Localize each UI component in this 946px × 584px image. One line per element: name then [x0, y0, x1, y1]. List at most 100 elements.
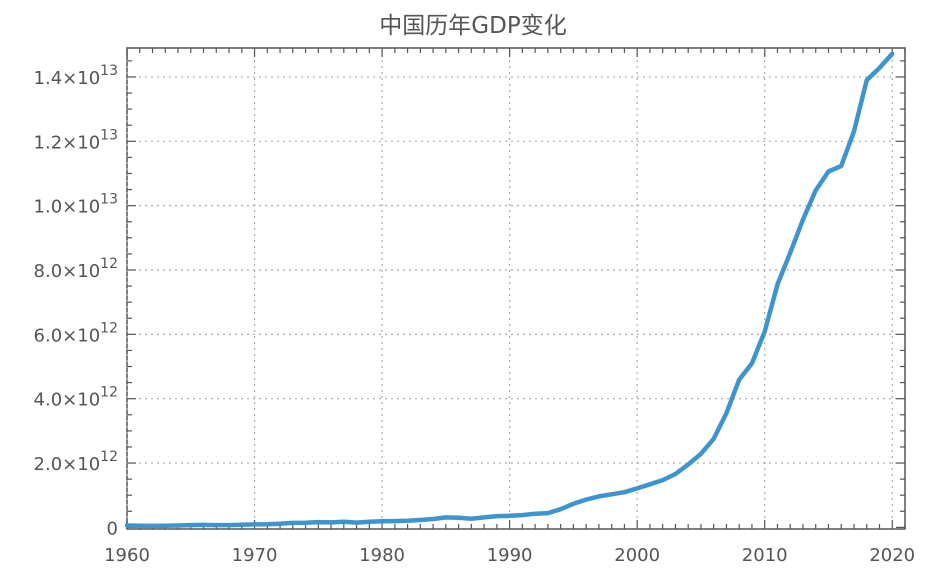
data-point	[533, 512, 537, 515]
y-tick-label: 2.0×1012	[34, 449, 118, 475]
data-point	[674, 472, 677, 476]
data-point	[699, 452, 703, 456]
y-tick-times: ×	[62, 261, 77, 282]
data-point	[189, 523, 192, 527]
y-tick-times: ×	[62, 325, 77, 346]
data-point	[176, 524, 180, 527]
data-point	[865, 79, 868, 82]
data-point	[521, 513, 524, 517]
y-tick-base: 10	[77, 325, 100, 346]
y-tick-label: 0	[107, 518, 118, 539]
data-point	[546, 511, 550, 515]
data-point	[138, 524, 141, 527]
y-tick-base: 10	[77, 390, 100, 411]
y-tick-mantissa: 1.0	[34, 197, 63, 218]
data-point	[648, 483, 652, 486]
y-tick-times: ×	[62, 132, 77, 153]
y-tick-mantissa: 2.0	[34, 454, 63, 475]
y-tick-mantissa: 1.2	[34, 132, 63, 153]
data-point	[278, 522, 282, 525]
data-point	[572, 502, 575, 505]
data-point	[508, 514, 511, 518]
y-tick-base: 10	[77, 261, 100, 282]
data-point	[712, 437, 715, 441]
data-point	[304, 521, 307, 524]
data-point	[329, 521, 333, 524]
y-tick-mantissa: 0	[107, 518, 118, 539]
data-point	[368, 520, 371, 523]
data-point	[380, 520, 384, 523]
data-point	[482, 516, 486, 519]
chart-title: 中国历年GDP变化	[379, 13, 567, 39]
data-point	[342, 520, 346, 523]
x-tick-label: 2010	[742, 545, 788, 566]
y-tick-mantissa: 6.0	[34, 325, 63, 346]
data-point	[661, 478, 664, 482]
axis-ticks	[126, 48, 906, 529]
data-point	[355, 521, 358, 524]
y-tick-label: 1.4×1013	[34, 63, 118, 89]
data-point	[240, 523, 243, 527]
x-tick-label: 1990	[487, 545, 533, 566]
y-tick-mantissa: 8.0	[34, 261, 63, 282]
y-tick-label: 1.2×1013	[34, 127, 118, 153]
y-tick-exp: 13	[100, 127, 118, 143]
data-point	[597, 495, 601, 498]
data-point	[164, 524, 167, 527]
data-point	[227, 523, 231, 527]
y-tick-exp: 12	[100, 320, 118, 336]
x-tick-label: 1960	[104, 545, 150, 566]
y-tick-times: ×	[62, 68, 77, 89]
y-tick-label: 6.0×1012	[34, 320, 118, 346]
y-tick-mantissa: 4.0	[34, 390, 63, 411]
data-point	[827, 170, 830, 173]
data-point	[725, 411, 728, 415]
data-point	[202, 523, 205, 527]
y-tick-base: 10	[77, 132, 100, 153]
y-tick-mantissa: 1.4	[34, 68, 63, 89]
data-point	[610, 493, 613, 496]
data-point	[852, 130, 856, 133]
data-point	[291, 521, 295, 525]
data-point	[891, 52, 894, 55]
data-point	[686, 463, 690, 466]
y-tick-base: 10	[77, 68, 100, 89]
data-point	[776, 283, 779, 286]
data-point	[393, 519, 397, 523]
x-tick-label: 2020	[869, 545, 915, 566]
series-group	[124, 51, 895, 529]
y-tick-times: ×	[62, 454, 77, 475]
data-point	[584, 498, 588, 501]
data-point	[470, 517, 473, 520]
y-tick-times: ×	[62, 197, 77, 218]
grid-lines	[126, 48, 905, 529]
y-tick-exp: 12	[100, 256, 118, 272]
y-axis-tick-labels: 02.0×10124.0×10126.0×10128.0×10121.0×101…	[34, 63, 118, 539]
data-point	[457, 516, 460, 519]
y-tick-label: 8.0×1012	[34, 256, 118, 282]
data-point	[750, 362, 754, 365]
x-tick-label: 1970	[232, 545, 278, 566]
x-tick-label: 1980	[359, 545, 405, 566]
data-point	[635, 487, 639, 490]
data-point	[495, 514, 499, 518]
data-point	[878, 66, 881, 70]
data-point	[266, 522, 269, 526]
y-tick-exp: 13	[100, 63, 118, 79]
plot-frame	[126, 47, 906, 530]
y-tick-label: 4.0×1012	[34, 385, 118, 411]
data-point	[559, 508, 562, 511]
data-point	[763, 330, 766, 333]
y-tick-base: 10	[77, 454, 100, 475]
data-point	[125, 524, 129, 527]
data-point	[814, 189, 817, 192]
data-point	[801, 218, 805, 221]
y-tick-exp: 13	[100, 192, 118, 208]
y-tick-exp: 12	[100, 449, 118, 465]
x-axis-tick-labels: 1960 1970 1980 1990 2000 2010 2020	[104, 545, 915, 566]
data-point	[840, 164, 843, 168]
data-point	[406, 519, 409, 522]
data-point	[253, 523, 256, 526]
data-point	[737, 378, 741, 381]
